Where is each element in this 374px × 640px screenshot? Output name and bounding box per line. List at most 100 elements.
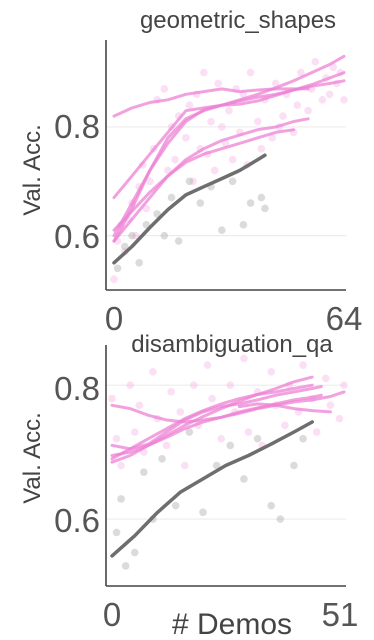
panel2-scatter-point [135, 401, 144, 410]
panel2-series-line-6 [237, 402, 332, 414]
panel1-scatter-point [210, 166, 219, 175]
panel1-scatter-point [318, 95, 327, 104]
panel2-scatter-point-baseline [226, 441, 235, 450]
panel-disambiguation-qa: disambiguation_qa Val. Acc. 0.8 0.6 0 51… [19, 331, 358, 640]
panel2-xtick-label-0: 0 [103, 596, 121, 633]
panel1-series-line-4 [112, 128, 296, 232]
panel2-scatter-point [167, 388, 175, 396]
panel2-scatter-point-baseline [212, 461, 221, 470]
panel2-scatter-point [312, 428, 321, 436]
panel1-scatter-point [228, 155, 237, 164]
panel1-scatter-point-baseline [167, 193, 176, 202]
panel1-scatter-point [200, 68, 208, 77]
panel2-scatter-point-baseline [185, 428, 194, 436]
panel2-title: disambiguation_qa [131, 331, 333, 358]
panel2-scatter-point [108, 394, 116, 403]
panel2-series-line-2 [110, 383, 314, 461]
panel1-scatter-point-baseline [196, 199, 205, 207]
panel2-scatter-point [190, 381, 198, 389]
panel1-ytick-label-0.6: 0.6 [54, 218, 100, 255]
panel1-scatter-point-baseline [128, 231, 136, 240]
panel2-scatter-point [299, 361, 307, 369]
panel1-series-line-5 [112, 117, 310, 243]
panel2-scatter-point [335, 414, 344, 423]
panel1-scatter-point-baseline [160, 231, 169, 240]
panel1-scatter-point [293, 101, 302, 110]
panel1-xtick-label-64: 64 [326, 300, 363, 337]
panel1-scatter-point [304, 106, 312, 115]
x-axis-label: # Demos [172, 608, 292, 640]
panel1-title: geometric_shapes [140, 7, 336, 34]
panel2-scatter-point [162, 441, 171, 450]
panel1-scatter-point [257, 144, 266, 153]
panel2-series-line-5 [110, 393, 323, 457]
panel1-ylabel: Val. Acc. [19, 124, 46, 216]
panel2-scatter-point [244, 428, 253, 436]
panel2-scatter-point [217, 434, 225, 443]
panel1-scatter-point-baseline [142, 220, 151, 229]
panel2-baseline-line [110, 420, 314, 558]
panel1-scatter-point [131, 231, 140, 240]
panel2-scatter-point-baseline [267, 501, 276, 510]
panel2-ytick-label-0.8: 0.8 [54, 370, 100, 407]
panel2-xtick-label-51: 51 [322, 596, 359, 633]
panel1-scatter-point [185, 101, 194, 110]
panel1-scatter-point-baseline [246, 199, 255, 207]
panel2-ytick-label-0.6: 0.6 [54, 502, 100, 539]
panel1-scatter-point [311, 57, 320, 66]
panel2-scatter-point-baseline [299, 434, 307, 443]
panel2-scatter-point-baseline [158, 455, 166, 463]
panel2-scatter-point [208, 394, 216, 403]
panel2-scatter-point-baseline [171, 501, 180, 510]
panel1-scatter-point-baseline [239, 220, 248, 229]
panel2-scatter-point [126, 381, 134, 389]
panel1-scatter-point [142, 204, 151, 213]
panel1-scatter-point [218, 123, 226, 131]
panel2-scatter-point-baseline [240, 475, 248, 483]
panel1-scatter-point-baseline [185, 177, 194, 186]
panel2-scatter-point [149, 367, 157, 376]
panel1-scatter-point [146, 177, 154, 186]
panel1-scatter-point-baseline [153, 210, 161, 218]
panel-geometric-shapes: geometric_shapes Val. Acc. 0.8 0.6 0 64 [19, 7, 362, 337]
panel2-scatter-point [117, 461, 125, 470]
panel1-scatter-point [207, 117, 215, 126]
panel2-scatter-point [180, 461, 189, 470]
panel2-scatter-point [240, 354, 248, 363]
panel2-scatter-point [226, 381, 235, 389]
panel1-scatter-point [268, 134, 276, 142]
panel2-scatter-point-baseline [199, 508, 207, 517]
panel1-scatter-point [325, 90, 334, 99]
panel1-scatter-point [214, 79, 223, 88]
panel2-scatter-point [176, 408, 185, 416]
panel1-scatter-point-baseline [120, 242, 129, 251]
panel2-scatter-point [322, 374, 330, 383]
panel1-scatter-point [225, 106, 233, 115]
panel2-scatter-point [203, 361, 212, 369]
panel1-scatter-point [279, 112, 287, 120]
panel1-scatter-point [160, 85, 169, 93]
panel1-scatter-point [271, 79, 280, 88]
panel1-xtick-label-0: 0 [105, 300, 123, 337]
panel2-scatter-point [112, 434, 121, 443]
panel2-scatter-point [326, 401, 335, 410]
panel2-scatter-point [130, 428, 139, 436]
panel2-scatter-point-baseline [140, 468, 148, 476]
panel2-scatter-point-baseline [117, 495, 125, 503]
panel2-scatter-point-baseline [290, 461, 298, 470]
panel2-scatter-point-baseline [121, 562, 130, 570]
panel1-baseline-line [112, 153, 267, 265]
panel1-scatter-point [110, 275, 118, 283]
panel2-scatter-point [267, 367, 276, 376]
panel2-scatter-point-baseline [130, 548, 139, 557]
panel1-scatter-point-baseline [261, 204, 269, 213]
panel1-scatter-point-baseline [135, 259, 143, 267]
panel1-scatter-point-baseline [257, 193, 266, 202]
panel1-scatter-point [253, 117, 262, 126]
panel1-scatter-point [189, 177, 197, 186]
panel1-scatter-point-baseline [174, 237, 183, 245]
panel1-scatter-point [329, 63, 338, 71]
panel1-scatter-point [340, 95, 348, 104]
panel1-scatter-point [171, 155, 179, 164]
